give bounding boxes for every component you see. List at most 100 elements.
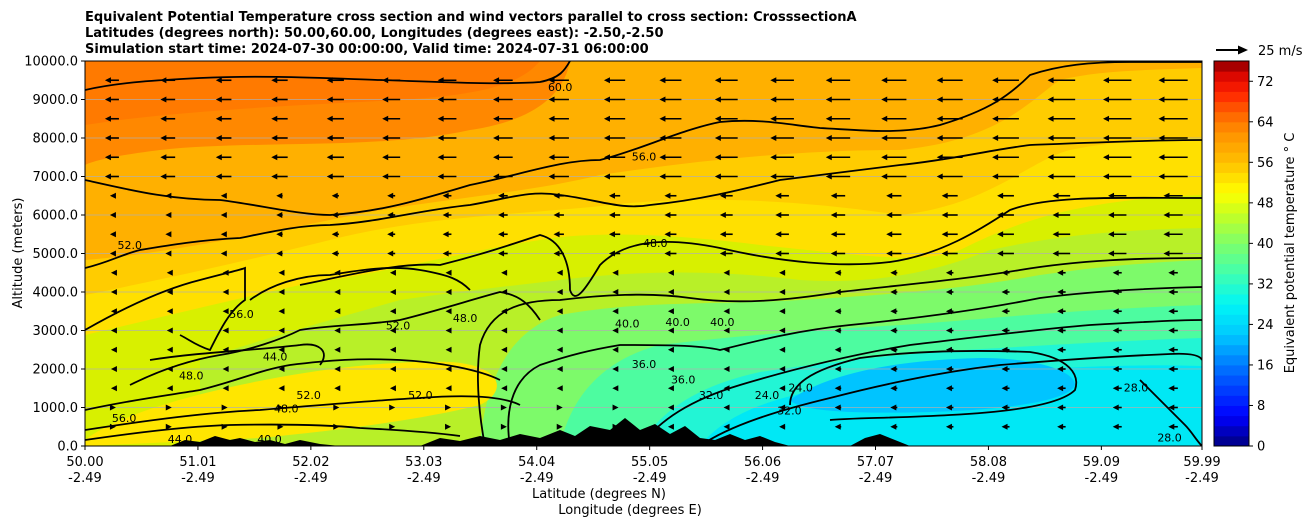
contour-label: 32.0 bbox=[699, 389, 724, 402]
contour-label: 44.0 bbox=[168, 433, 193, 446]
wind-vector bbox=[493, 96, 513, 103]
wind-vector bbox=[437, 96, 457, 103]
wind-vector bbox=[222, 289, 229, 295]
wind-vector bbox=[110, 385, 117, 392]
wind-vector bbox=[890, 366, 898, 372]
wind-vector bbox=[222, 385, 229, 392]
x-tick-label-lon: -2.49 bbox=[68, 471, 102, 486]
wind-vector bbox=[166, 327, 173, 334]
chart-title-line-2: Latitudes (degrees north): 50.00,60.00, … bbox=[85, 26, 664, 41]
contour-labels: 60.056.052.0 48.056.052.048.0 40.0 40.0 40.0… bbox=[112, 81, 1182, 446]
wind-vector bbox=[659, 154, 682, 161]
wind-vector bbox=[221, 404, 228, 411]
wind-vector bbox=[326, 173, 344, 180]
y-tick-label: 5000.0 bbox=[33, 247, 79, 262]
colorbar-segment bbox=[1214, 142, 1249, 153]
wind-vector bbox=[770, 135, 794, 141]
wind-vector bbox=[779, 289, 786, 295]
wind-vector bbox=[1001, 366, 1010, 372]
colorbar-tick-label: 56 bbox=[1257, 156, 1274, 171]
wind-vector bbox=[1052, 192, 1071, 199]
wind-vector bbox=[165, 423, 172, 430]
contour-line-48-low bbox=[85, 395, 521, 431]
x-tick-label-lon: -2.49 bbox=[1185, 471, 1219, 486]
wind-vector bbox=[110, 346, 117, 353]
wind-vector bbox=[1047, 115, 1076, 122]
wind-vector bbox=[612, 385, 619, 392]
wind-vector bbox=[556, 404, 563, 411]
wind-vector bbox=[500, 404, 507, 411]
wind-vector bbox=[992, 77, 1019, 84]
wind-vector bbox=[1103, 77, 1132, 84]
wind-vector bbox=[1001, 385, 1010, 392]
wind-vector bbox=[445, 327, 452, 334]
wind-vector bbox=[830, 192, 846, 199]
field-region-72 bbox=[85, 61, 540, 125]
wind-vector bbox=[334, 269, 341, 276]
wind-vector bbox=[936, 77, 963, 84]
wind-vector bbox=[334, 289, 341, 295]
chart-title-line-1: Equivalent Potential Temperature cross s… bbox=[85, 10, 857, 25]
wind-vector bbox=[498, 250, 508, 257]
x-tick-label-lon: -2.49 bbox=[407, 471, 441, 486]
wind-vector bbox=[770, 77, 794, 84]
wind-vector bbox=[1057, 366, 1066, 372]
wind-vector bbox=[1112, 423, 1122, 430]
colorbar-segment bbox=[1214, 162, 1249, 173]
wind-vector bbox=[659, 96, 682, 103]
wind-vector bbox=[1108, 212, 1127, 218]
wind-vector bbox=[166, 308, 173, 315]
wind-vector bbox=[553, 192, 564, 199]
wind-vector bbox=[1163, 212, 1183, 218]
contour-line-40 bbox=[477, 257, 1202, 446]
wind-vector bbox=[941, 250, 958, 257]
wind-vector bbox=[890, 404, 898, 411]
contour-line-32 bbox=[639, 319, 1202, 446]
wind-vector bbox=[389, 423, 396, 430]
colorbar-segment bbox=[1214, 101, 1249, 113]
wind-vector bbox=[1168, 346, 1178, 353]
wind-vector bbox=[1057, 308, 1066, 315]
colorbar-segment bbox=[1214, 304, 1249, 315]
wind-vector bbox=[719, 192, 733, 199]
wind-vector bbox=[553, 250, 564, 257]
wind-vector bbox=[886, 231, 902, 238]
wind-vector bbox=[659, 173, 682, 180]
wind-vector bbox=[941, 231, 958, 238]
wind-vector bbox=[109, 423, 116, 430]
wind-vector bbox=[389, 404, 396, 411]
contour-line-24 bbox=[789, 349, 1077, 421]
y-tick-label: 4000.0 bbox=[33, 286, 79, 301]
wind-vector bbox=[714, 115, 738, 122]
wind-vector bbox=[664, 231, 677, 238]
wind-vector bbox=[1001, 423, 1010, 430]
wind-vector bbox=[382, 173, 401, 180]
wind-vector bbox=[723, 308, 730, 315]
contour-label: 48.0 bbox=[453, 312, 478, 325]
wind-vector bbox=[1057, 385, 1066, 392]
wind-vector bbox=[834, 404, 842, 411]
wind-vector bbox=[556, 346, 563, 353]
wind-vector bbox=[1163, 231, 1183, 238]
field-region-50-pocket bbox=[85, 361, 497, 446]
wind-vector bbox=[1057, 423, 1066, 430]
wind-vector bbox=[548, 135, 569, 141]
wind-vector bbox=[498, 192, 508, 199]
wind-vector bbox=[723, 269, 730, 276]
contour-label: 36.0 bbox=[671, 374, 696, 387]
contour-label: 52.0 bbox=[296, 389, 321, 402]
wind-vector bbox=[278, 327, 285, 334]
wind-vector bbox=[271, 96, 288, 103]
wind-vector bbox=[222, 346, 229, 353]
wind-vector bbox=[881, 77, 907, 84]
wind-vector bbox=[830, 231, 846, 238]
wind-vector bbox=[667, 269, 674, 276]
x-tick-label-lon: -2.49 bbox=[181, 471, 215, 486]
wind-vector bbox=[556, 423, 563, 430]
colorbar-frame bbox=[1213, 60, 1250, 447]
contour-label: 48.0 bbox=[274, 402, 299, 415]
wind-vector bbox=[667, 423, 674, 430]
contour-label: 32.0 bbox=[777, 404, 802, 417]
wind-vector bbox=[276, 192, 283, 199]
wind-vector bbox=[165, 192, 172, 199]
